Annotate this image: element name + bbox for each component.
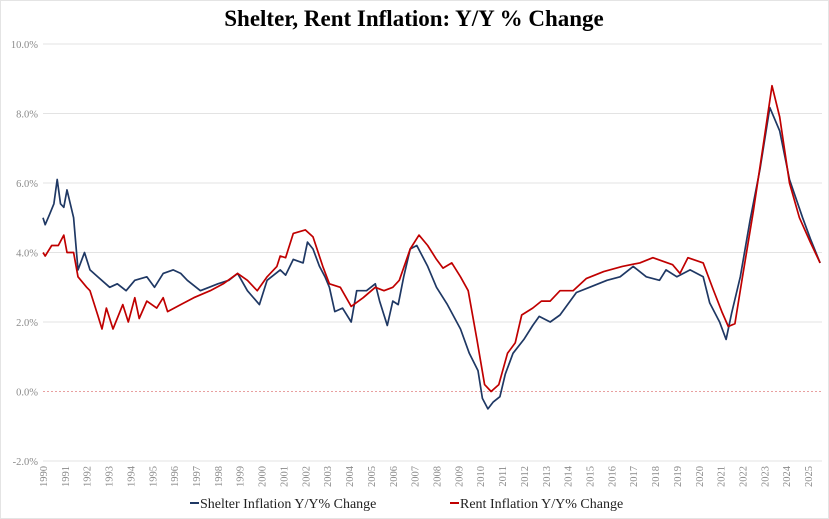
- x-tick-label: 2025: [804, 466, 815, 487]
- y-tick-label: 10.0%: [11, 40, 38, 51]
- x-tick-label: 1992: [83, 466, 94, 487]
- x-tick-label: 2012: [520, 466, 531, 487]
- x-tick-label: 1997: [192, 466, 203, 487]
- x-tick-label: 2013: [542, 466, 553, 487]
- chart-title: Shelter, Rent Inflation: Y/Y % Change: [224, 6, 604, 31]
- x-tick-label: 2020: [695, 466, 706, 487]
- x-tick-label: 2005: [367, 466, 378, 487]
- x-tick-label: 2014: [564, 465, 575, 487]
- y-tick-label: 0.0%: [16, 388, 38, 399]
- y-tick-label: 8.0%: [16, 110, 38, 121]
- x-tick-label: 2009: [454, 466, 465, 487]
- x-tick-label: 1999: [236, 466, 247, 487]
- legend: Shelter Inflation Y/Y% Change Rent Inflat…: [190, 497, 623, 512]
- x-tick-label: 2023: [760, 466, 771, 487]
- gridlines: [43, 43, 822, 462]
- x-tick-label: 2021: [717, 466, 728, 487]
- x-tick-label: 2007: [411, 466, 422, 487]
- legend-label-shelter: Shelter Inflation Y/Y% Change: [200, 497, 376, 512]
- x-tick-label: 1998: [214, 466, 225, 487]
- x-tick-label: 2024: [782, 465, 793, 487]
- x-tick-label: 1993: [105, 466, 116, 487]
- y-tick-label: -2.0%: [13, 457, 39, 468]
- x-tick-label: 2019: [673, 466, 684, 487]
- x-tick-label: 2006: [389, 466, 400, 487]
- x-tick-label: 1995: [148, 466, 159, 487]
- legend-label-rent: Rent Inflation Y/Y% Change: [460, 497, 623, 512]
- x-tick-label: 2002: [301, 466, 312, 487]
- x-tick-label: 1990: [39, 466, 50, 487]
- series-line-rent: [42, 84, 821, 393]
- x-tick-label: 1991: [61, 466, 72, 487]
- x-tick-label: 2010: [476, 466, 487, 487]
- x-tick-label: 2016: [607, 466, 618, 487]
- x-tick-label: 1994: [126, 465, 137, 487]
- y-tick-label: 2.0%: [16, 318, 38, 329]
- series-line-shelter: [42, 106, 821, 410]
- x-tick-label: 2003: [323, 466, 334, 487]
- x-axis-labels: 1990 1991 1992 1993 1994 1995 1996 1997 1998 1999…: [39, 465, 815, 487]
- x-tick-label: 2001: [279, 466, 290, 487]
- x-tick-label: 2022: [739, 466, 750, 487]
- x-tick-label: 2018: [651, 466, 662, 487]
- y-tick-label: 6.0%: [16, 179, 38, 190]
- y-axis-labels: -2.0% 0.0% 2.0% 4.0% 6.0% 8.0% 10.0%: [11, 40, 38, 468]
- x-tick-label: 2000: [258, 466, 269, 487]
- y-tick-label: 4.0%: [16, 249, 38, 260]
- series-lines: [42, 84, 821, 410]
- x-tick-label: 1996: [170, 466, 181, 487]
- x-tick-label: 2017: [629, 466, 640, 487]
- x-tick-label: 2015: [586, 466, 597, 487]
- x-tick-label: 2008: [432, 466, 443, 487]
- x-tick-label: 2011: [498, 466, 509, 487]
- x-tick-label: 2004: [345, 465, 356, 487]
